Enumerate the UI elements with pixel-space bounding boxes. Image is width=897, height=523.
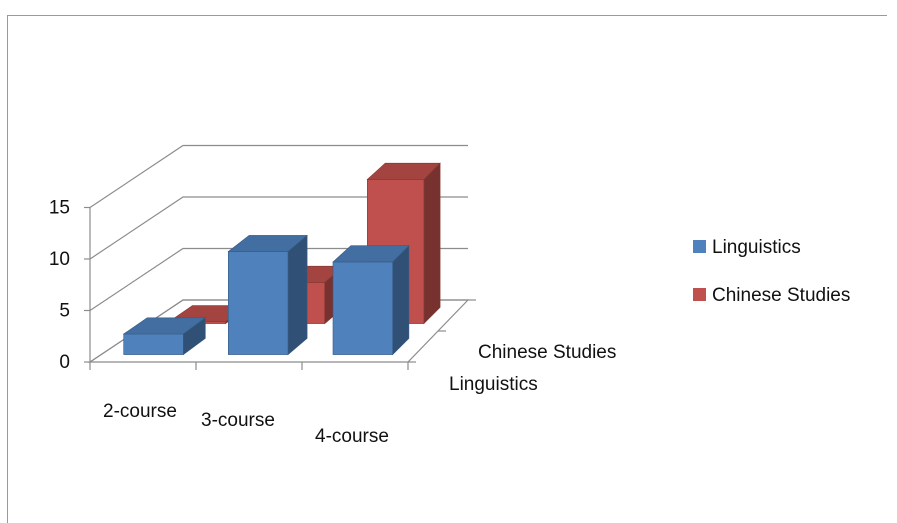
bar-linguistics-2-course [122,317,207,356]
legend-label-chinese-studies: Chinese Studies [712,285,850,306]
y-tick-label-5: 5 [59,301,70,322]
legend-label-linguistics: Linguistics [712,237,801,258]
x-category-label-4-course: 4-course [315,426,389,447]
y-tick-label-15: 15 [49,198,70,219]
legend-swatch-linguistics [693,240,706,253]
bar-top [332,245,410,263]
bar-side [423,162,441,325]
legend-swatch-chinese-studies [693,288,706,301]
bar-linguistics-3-course [227,234,308,356]
x-category-label-2-course: 2-course [103,401,177,422]
depth-axis-label-chinese-studies: Chinese Studies [478,342,616,363]
x-category-label-3-course: 3-course [201,410,275,431]
bar-front [123,333,184,355]
bar-linguistics-4-course [332,244,410,356]
bar-top [366,162,441,180]
bar-side [287,234,308,356]
bar-side [392,244,410,356]
bar-top [227,235,308,252]
bar-front [332,261,394,355]
bar-front [228,251,289,355]
gridline-15 [89,144,468,208]
depth-axis-label-linguistics: Linguistics [449,374,538,395]
y-tick-label-10: 10 [49,249,70,270]
chart-frame [7,15,887,523]
y-tick-label-0: 0 [59,352,70,373]
bar-top [122,317,207,335]
